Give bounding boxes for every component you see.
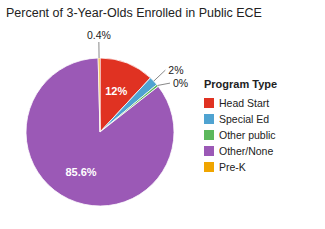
slice (98, 58, 100, 132)
data-label: 0.4% (87, 29, 111, 41)
leader-line (154, 70, 166, 81)
data-label: 2% (168, 64, 183, 76)
chart: Percent of 3-Year-Olds Enrolled in Publi… (0, 0, 325, 229)
legend-label: Other/None (219, 145, 273, 157)
pie (26, 58, 174, 206)
data-label: 85.6% (65, 166, 96, 178)
legend-title: Program Type (204, 78, 277, 90)
data-labels: 12% 85.6% 2%0% 0.4% (65, 29, 188, 178)
data-label: 0% (173, 77, 188, 89)
data-label: 12% (105, 85, 127, 97)
legend-label: Pre-K (219, 161, 246, 173)
slice (26, 58, 174, 206)
legend-swatch (204, 146, 214, 156)
legend-swatch (204, 130, 214, 140)
leader-line (158, 83, 170, 85)
legend: Program Type Head Start Special Ed Other pu… (204, 78, 277, 173)
legend-label: Other public (219, 129, 276, 141)
legend-swatch (204, 98, 214, 108)
legend-swatch (204, 114, 214, 124)
title: Percent of 3-Year-Olds Enrolled in Publi… (6, 6, 262, 20)
legend-label: Head Start (219, 97, 269, 109)
legend-label: Special Ed (219, 113, 269, 125)
leader-line (98, 42, 99, 58)
legend-swatch (204, 162, 214, 172)
